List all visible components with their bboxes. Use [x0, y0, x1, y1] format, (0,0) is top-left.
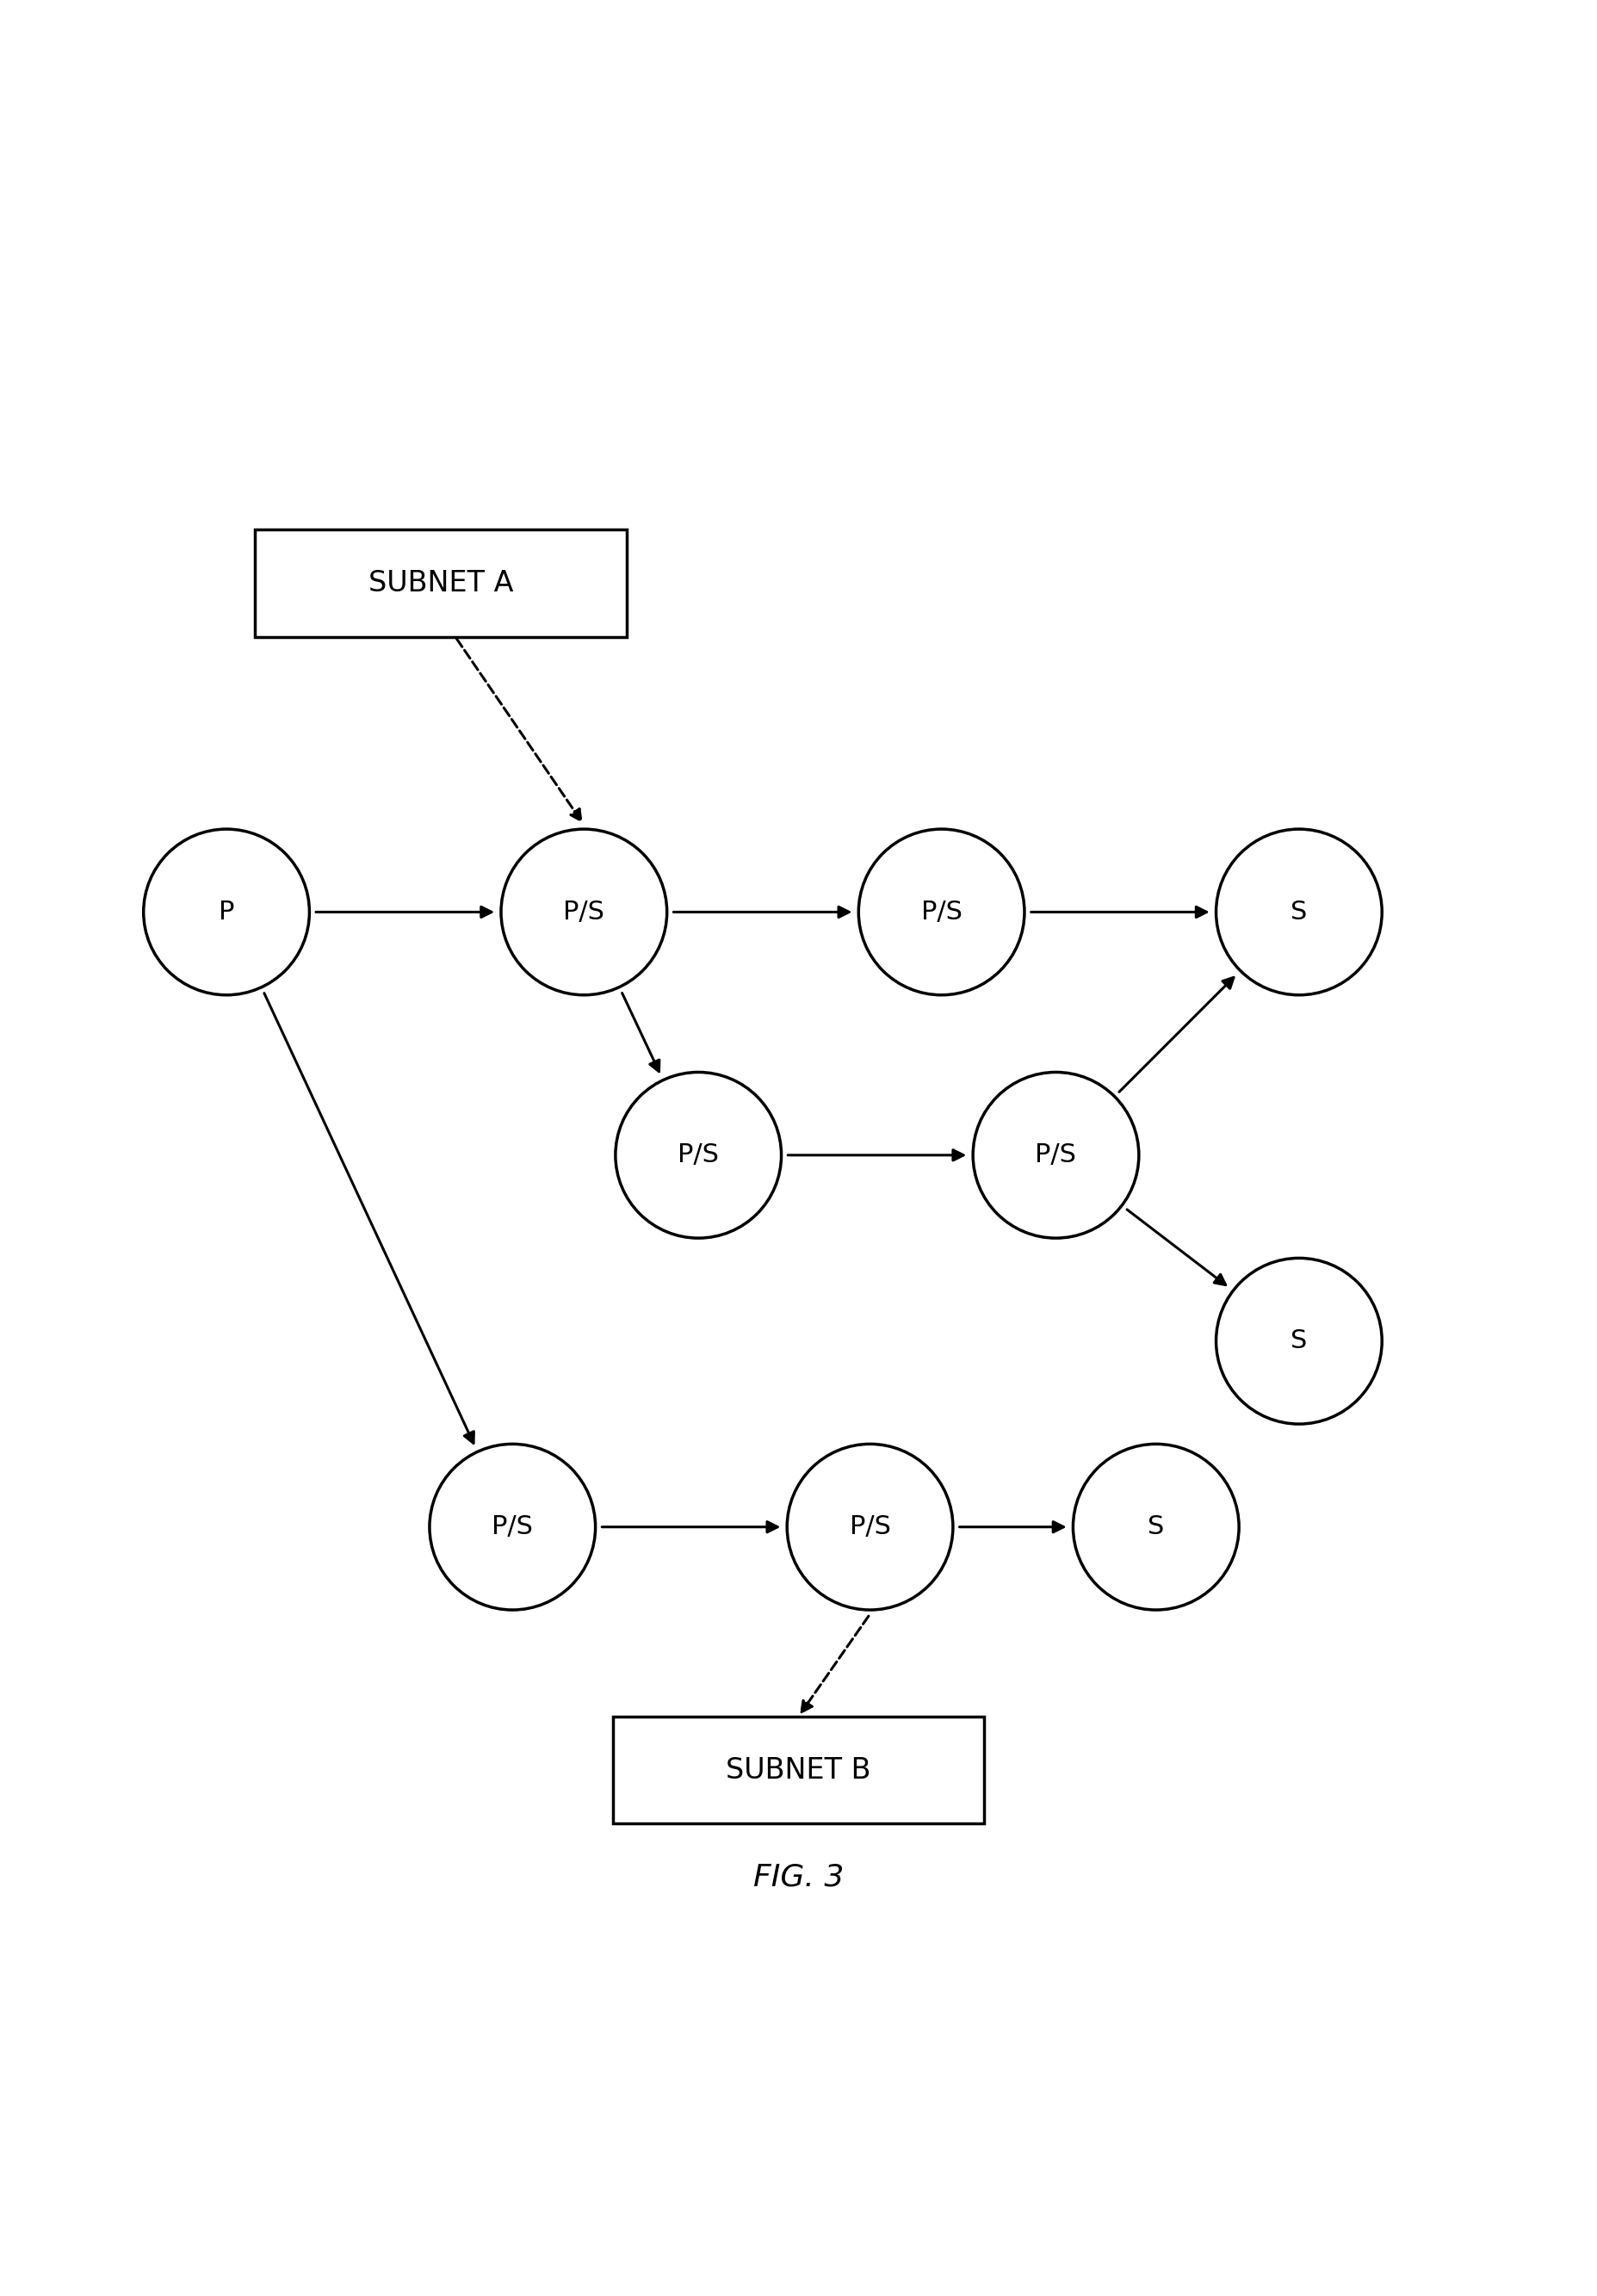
- Circle shape: [430, 1444, 596, 1609]
- Circle shape: [1215, 1258, 1381, 1424]
- Circle shape: [973, 1072, 1139, 1238]
- Text: S: S: [1290, 1329, 1308, 1355]
- Text: P/S: P/S: [921, 900, 961, 925]
- Circle shape: [144, 829, 310, 994]
- Text: P/S: P/S: [677, 1143, 719, 1169]
- Text: P/S: P/S: [850, 1515, 891, 1538]
- Circle shape: [859, 829, 1024, 994]
- Circle shape: [1073, 1444, 1239, 1609]
- Text: S: S: [1290, 900, 1308, 925]
- Text: SUBNET A: SUBNET A: [369, 569, 514, 597]
- Text: P: P: [219, 900, 235, 925]
- FancyBboxPatch shape: [613, 1717, 984, 1823]
- Circle shape: [1215, 829, 1381, 994]
- Text: SUBNET B: SUBNET B: [727, 1756, 870, 1784]
- Text: P/S: P/S: [564, 900, 605, 925]
- Circle shape: [501, 829, 668, 994]
- Text: FIG. 3: FIG. 3: [754, 1862, 843, 1892]
- Text: S: S: [1148, 1515, 1164, 1538]
- FancyBboxPatch shape: [256, 530, 628, 636]
- Text: P/S: P/S: [1035, 1143, 1076, 1169]
- Circle shape: [615, 1072, 781, 1238]
- Circle shape: [787, 1444, 953, 1609]
- Text: P/S: P/S: [492, 1515, 533, 1538]
